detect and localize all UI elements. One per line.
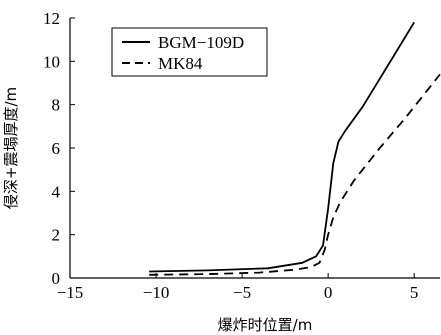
y-axis-title: 侵深+震塌厚度/m	[2, 87, 20, 209]
series-line-mk84	[149, 73, 441, 276]
y-tick-label: 4	[52, 182, 61, 201]
x-axis-title: 爆炸时位置/m	[218, 316, 313, 334]
x-tick-label: −10	[143, 283, 170, 302]
legend-label: MK84	[158, 54, 203, 73]
x-tick-label: 5	[410, 283, 419, 302]
y-tick-label: 12	[43, 9, 60, 28]
y-tick-label: 0	[52, 269, 61, 288]
y-tick-label: 2	[52, 226, 61, 245]
x-tick-label: 0	[324, 283, 333, 302]
y-tick-label: 10	[43, 52, 60, 71]
y-tick-label: 6	[52, 139, 61, 158]
legend-label: BGM−109D	[158, 33, 244, 52]
x-tick-label: −15	[57, 283, 84, 302]
series-line-bgm-109d	[149, 21, 415, 273]
x-tick-label: −5	[233, 283, 251, 302]
y-tick-label: 8	[52, 96, 61, 115]
legend-box	[111, 27, 268, 77]
